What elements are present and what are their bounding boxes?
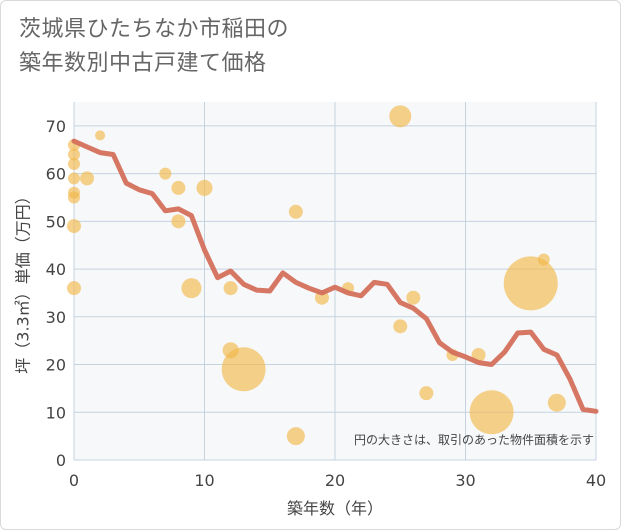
trend-line (71, 138, 599, 414)
bubble-point (67, 281, 81, 296)
bubble-point (171, 180, 186, 195)
bubble-point (68, 158, 80, 171)
y-tick-label: 20 (46, 356, 66, 375)
tick-labels: 0 10 20 30 40 0 10 20 30 40 50 60 70 (46, 117, 607, 490)
bubble-point (171, 214, 186, 229)
x-tick-label: 40 (586, 471, 606, 490)
y-tick-label: 60 (46, 165, 66, 184)
y-tick-label: 0 (56, 451, 66, 470)
bubble-point (221, 347, 266, 392)
chart-title-line-2: 築年数別中古戸建て価格 (19, 51, 267, 76)
y-axis-title: 坪（3.3㎡）単価（万円） (14, 188, 33, 373)
bubble-point (181, 278, 202, 299)
bubble-point (547, 393, 566, 412)
bubble-point (288, 204, 303, 219)
bubble-point (68, 191, 80, 204)
x-tick-label: 20 (325, 471, 345, 490)
y-tick-label: 40 (46, 260, 66, 279)
bubble-point (393, 319, 408, 334)
x-tick-label: 0 (69, 471, 79, 490)
bubble-point (95, 130, 106, 141)
bubble-point (159, 167, 172, 180)
x-tick-label: 30 (455, 471, 475, 490)
bubble-point (503, 256, 558, 311)
bubble-point (196, 179, 213, 196)
y-tick-label: 70 (46, 117, 66, 136)
bubble-point (80, 171, 95, 186)
x-axis-title: 築年数（年） (287, 499, 383, 518)
trend-line-group (71, 138, 599, 414)
bubble-point (286, 427, 305, 446)
x-tick-label: 10 (194, 471, 214, 490)
y-tick-label: 50 (46, 212, 66, 231)
bubble-point (469, 390, 514, 435)
bubble-point (389, 105, 412, 128)
bubble-point (67, 219, 81, 234)
chart-title: 茨城県ひたちなか市稲田の 築年数別中古戸建て価格 (19, 13, 289, 81)
bubble-point (537, 253, 550, 266)
bubble-point (419, 386, 434, 401)
y-tick-label: 30 (46, 308, 66, 327)
bubble-point (68, 172, 80, 185)
bubble-point (406, 290, 421, 305)
bubble-point (223, 281, 238, 296)
y-tick-label: 10 (46, 403, 66, 422)
bubble-size-note: 円の大きさは、取引のあった物件面積を示す (354, 432, 594, 447)
bubble-point (68, 148, 80, 161)
chart-title-line-1: 茨城県ひたちなか市稲田の (19, 17, 290, 42)
